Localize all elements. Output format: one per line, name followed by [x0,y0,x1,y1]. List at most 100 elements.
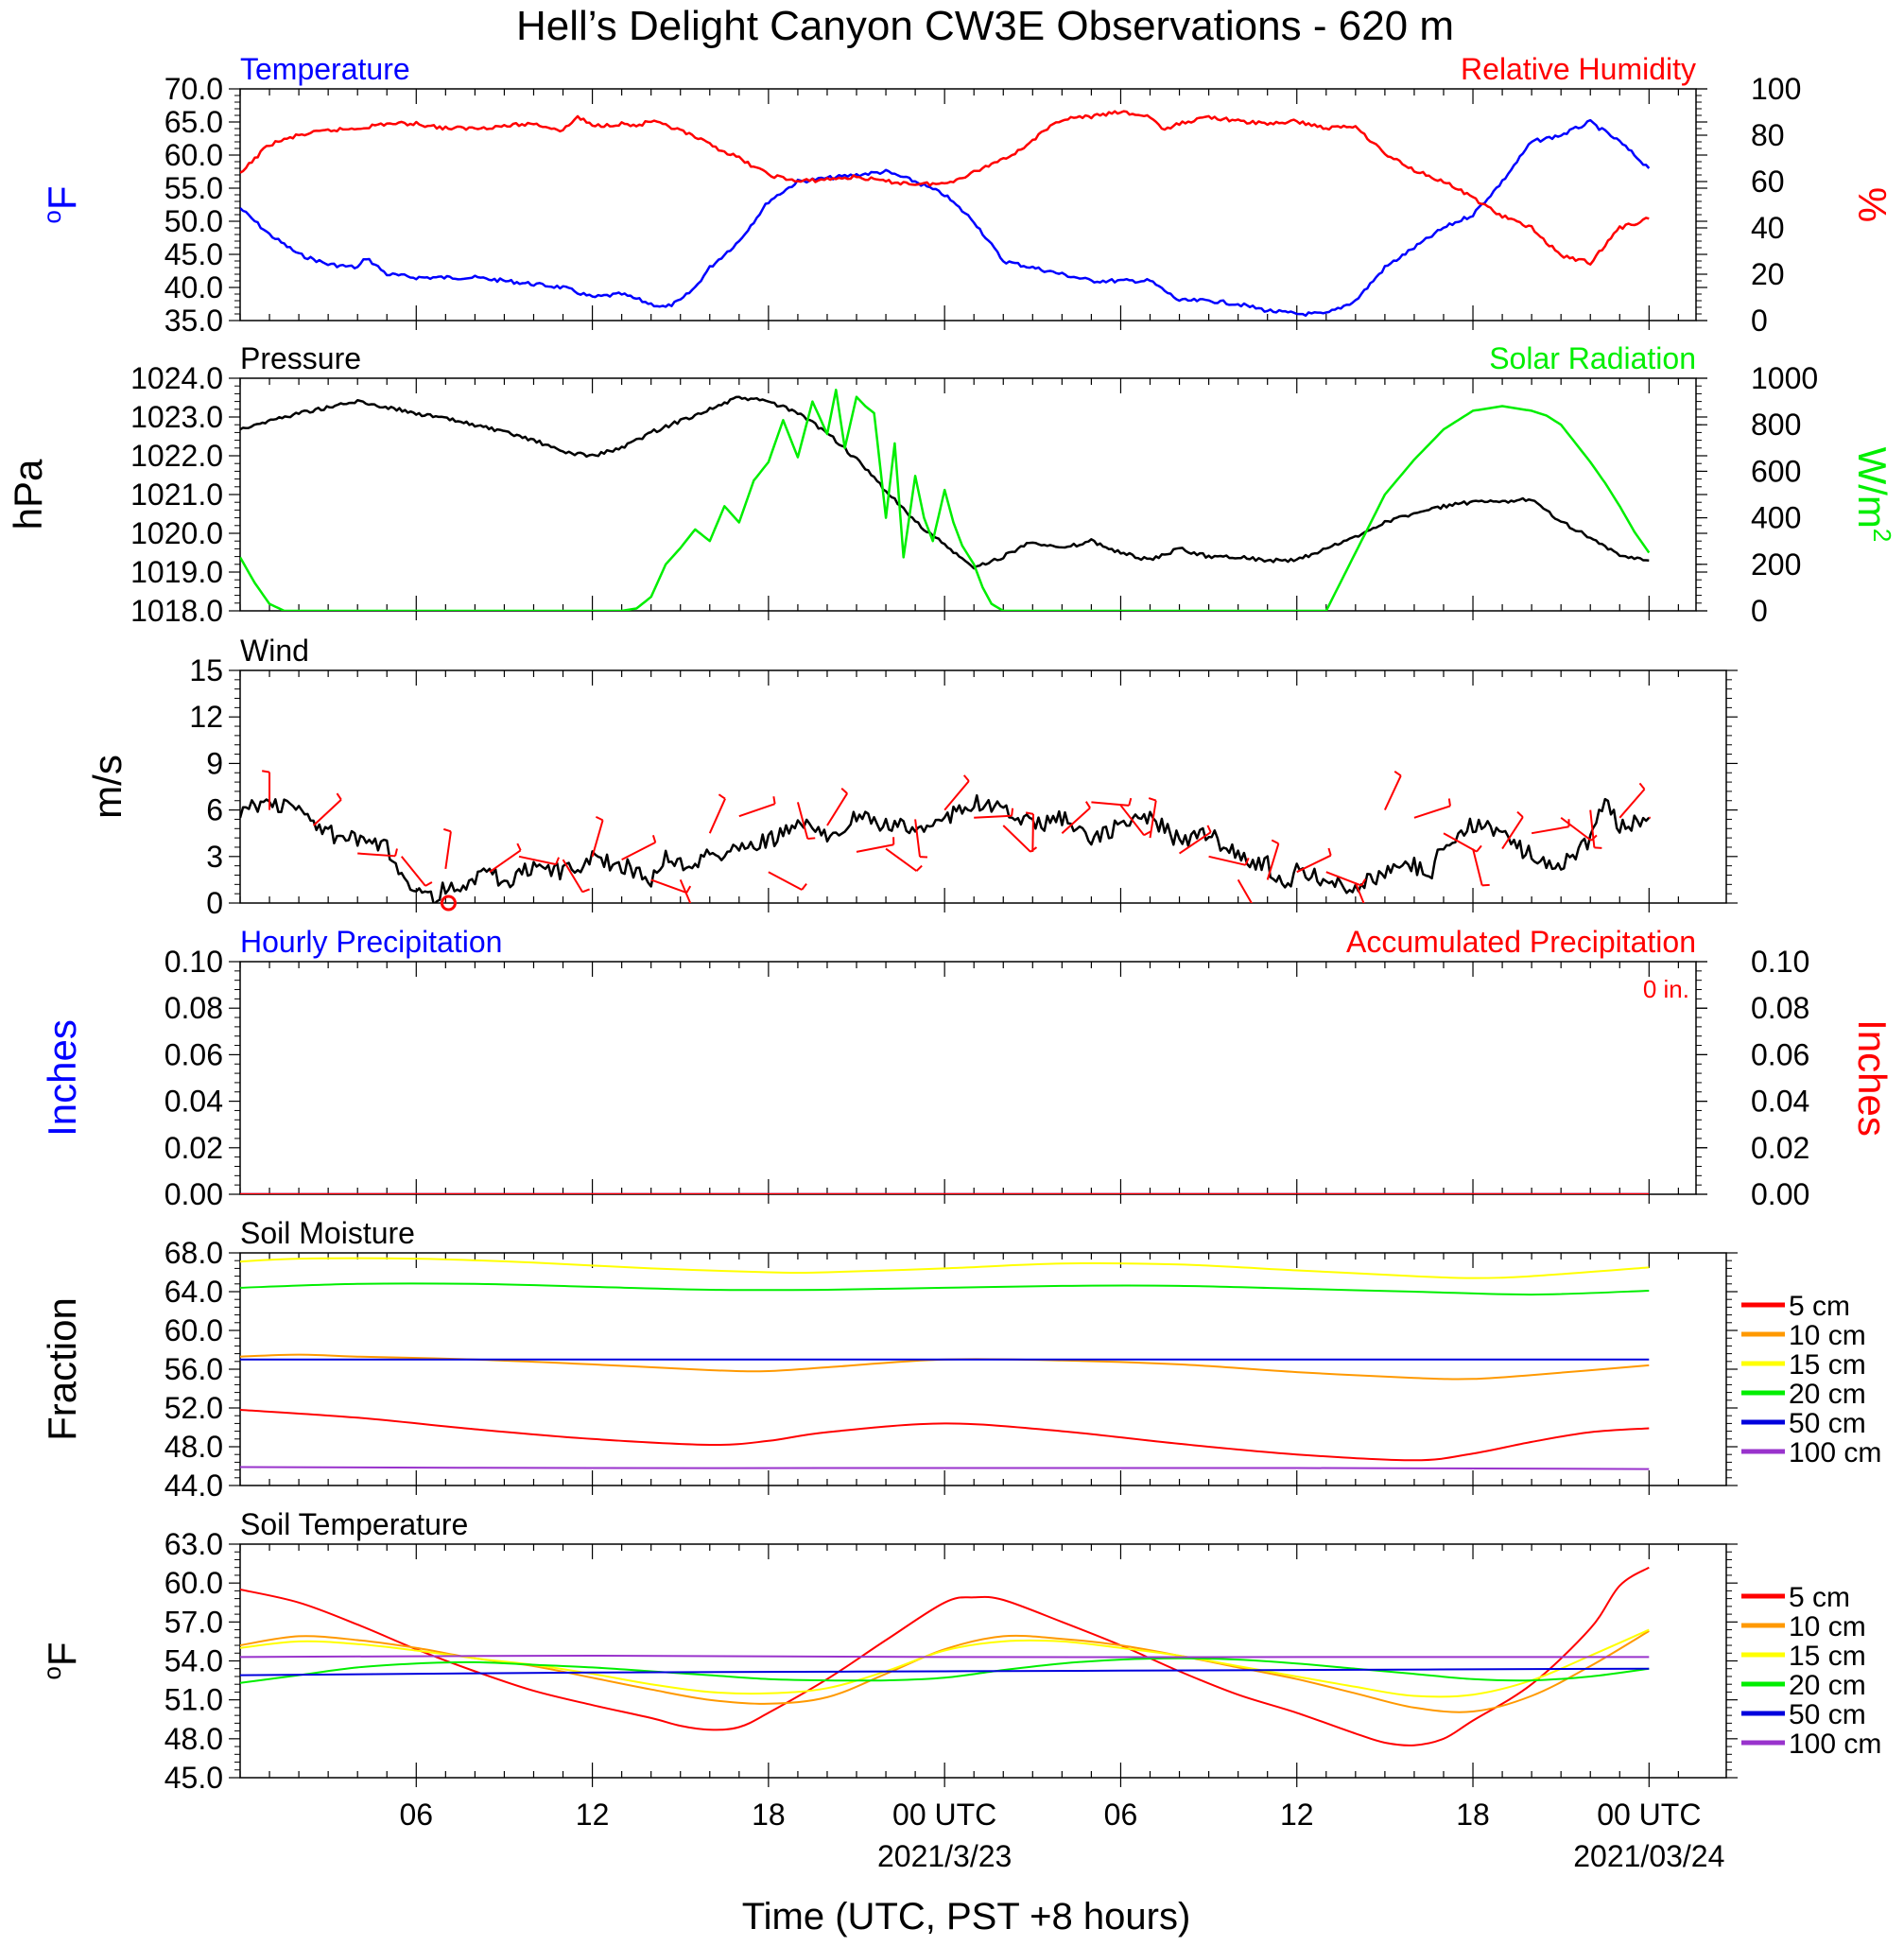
figure-title: Hell’s Delight Canyon CW3E Observations … [516,3,1454,49]
y-axis-label-left: Inches [40,1019,84,1137]
wind-barb-flag [1148,797,1157,802]
wind-barb [1002,825,1031,853]
series-group [240,110,1651,318]
y-tick-label-right: 600 [1751,454,1801,488]
wind-barb [738,803,775,818]
series-line-15-cm [240,1257,1650,1279]
plot-frame [239,377,1697,612]
y-tick-label-right: 80 [1751,118,1785,152]
series-line-relative-humidity [240,110,1650,266]
y-tick-label-left: 1022.0 [130,439,223,473]
y-tick-label-left: 1018.0 [130,594,223,628]
y-tick-label-right: 200 [1751,547,1801,582]
y-tick-label-left: 45.0 [164,237,223,271]
y-tick-label-left: 68.0 [164,1236,223,1270]
wind-barb-flag [1516,810,1524,818]
legend-label: 100 cm [1789,1437,1881,1468]
wind-barb [489,849,522,874]
legend-label: 100 cm [1789,1729,1881,1760]
wind-barb-flag [442,827,452,833]
wind-barb [1119,805,1145,836]
y-axis-label-left: Fraction [40,1297,84,1441]
y-tick-label-right: 0.02 [1751,1131,1809,1165]
y-tick-label-left: 1020.0 [130,516,223,550]
y-tick-label-left: 57.0 [164,1605,223,1639]
wind-barb-flag [1244,858,1250,866]
wind-barb [444,831,452,870]
wind-barb [621,842,656,860]
wind-barb [1413,805,1451,819]
wind-barb-flag [1143,830,1151,837]
series-group [240,1257,1650,1470]
y-tick-label-left: 1021.0 [130,478,223,512]
wind-barb [1031,813,1035,852]
series-line-wind [240,793,1651,903]
wind-barb-flag [840,788,848,794]
y-tick-label-left: 1024.0 [130,361,223,395]
series-line-5-cm [240,1409,1650,1462]
series-line-100-cm [240,1466,1650,1470]
x-tick-label: 06 [1104,1798,1138,1832]
wind-barb-flag [651,834,657,843]
y-tick-label-right: 20 [1751,257,1785,291]
wind-barb-flag [1481,883,1490,887]
legend-label: 50 cm [1789,1699,1866,1730]
wind-barb [1589,809,1596,848]
wind-barb [1560,817,1592,842]
wind-barb [768,871,803,891]
wind-barb [974,814,1013,819]
wind-barb [1178,831,1212,855]
y-tick-label-right: 0.00 [1751,1177,1809,1211]
wind-barb [1237,878,1254,903]
y-tick-label-left: 0 [206,886,223,920]
y-tick-label-left: 35.0 [164,304,223,338]
panel-title-right: Accumulated Precipitation [1346,925,1696,959]
series-group [240,770,1651,912]
y-tick-label-left: 60.0 [164,138,223,172]
series-line-temperature [240,118,1651,318]
x-tick-label: 18 [752,1798,786,1832]
panel-title-left: Soil Temperature [240,1507,468,1541]
y-tick-label-left: 50.0 [164,204,223,238]
y-tick-label-left: 0.02 [164,1131,223,1165]
wind-barb-flag [1393,770,1402,777]
wind-barb [708,798,726,834]
wind-barb-flag [1257,910,1265,912]
y-tick-label-left: 45.0 [164,1761,223,1795]
panel-title-left: Hourly Precipitation [240,925,502,959]
legend-label: 15 cm [1789,1641,1866,1672]
wind-barb-flag [1360,878,1367,887]
legend-label: 10 cm [1789,1611,1866,1642]
wind-barb-flag [1594,846,1602,849]
wind-barb [1354,882,1365,903]
wind-barb-flag [685,885,692,894]
wind-barb-flag [424,881,433,887]
panel-title-right: Solar Radiation [1489,341,1696,375]
wind-barb [1091,801,1130,807]
legend-label: 10 cm [1789,1320,1866,1351]
y-tick-label-left: 51.0 [164,1683,223,1717]
y-tick-label-left: 65.0 [164,105,223,139]
wind-barb [856,843,894,853]
x-tick-label: 00 UTC [892,1798,996,1832]
y-tick-label-right: 0.06 [1751,1037,1809,1071]
y-axis-label-left: oF [38,1642,84,1679]
wind-barb [1383,774,1402,811]
wind-barb-flag [1206,825,1212,833]
y-tick-label-left: 56.0 [164,1352,223,1386]
panel-title-left: Temperature [240,52,410,86]
y-tick-label-right: 400 [1751,501,1801,535]
wind-barb-flag [718,793,726,800]
series-group [240,1566,1650,1746]
series-line-20-cm [240,1282,1650,1296]
wind-barb [562,859,583,893]
y-tick-label-right: 100 [1751,72,1801,106]
wind-barb [796,802,809,840]
panel-soil_temp: 45.0 48.0 51.0 54.0 57.0 60.0 63.0 Soil Tempera… [38,1507,1881,1795]
series-line-solar-radiation [240,389,1651,611]
y-axis-label-right: Inches [1850,1019,1895,1137]
y-tick-label-left: 55.0 [164,171,223,205]
wind-barb [357,852,396,858]
y-tick-label-right: 60 [1751,165,1785,199]
